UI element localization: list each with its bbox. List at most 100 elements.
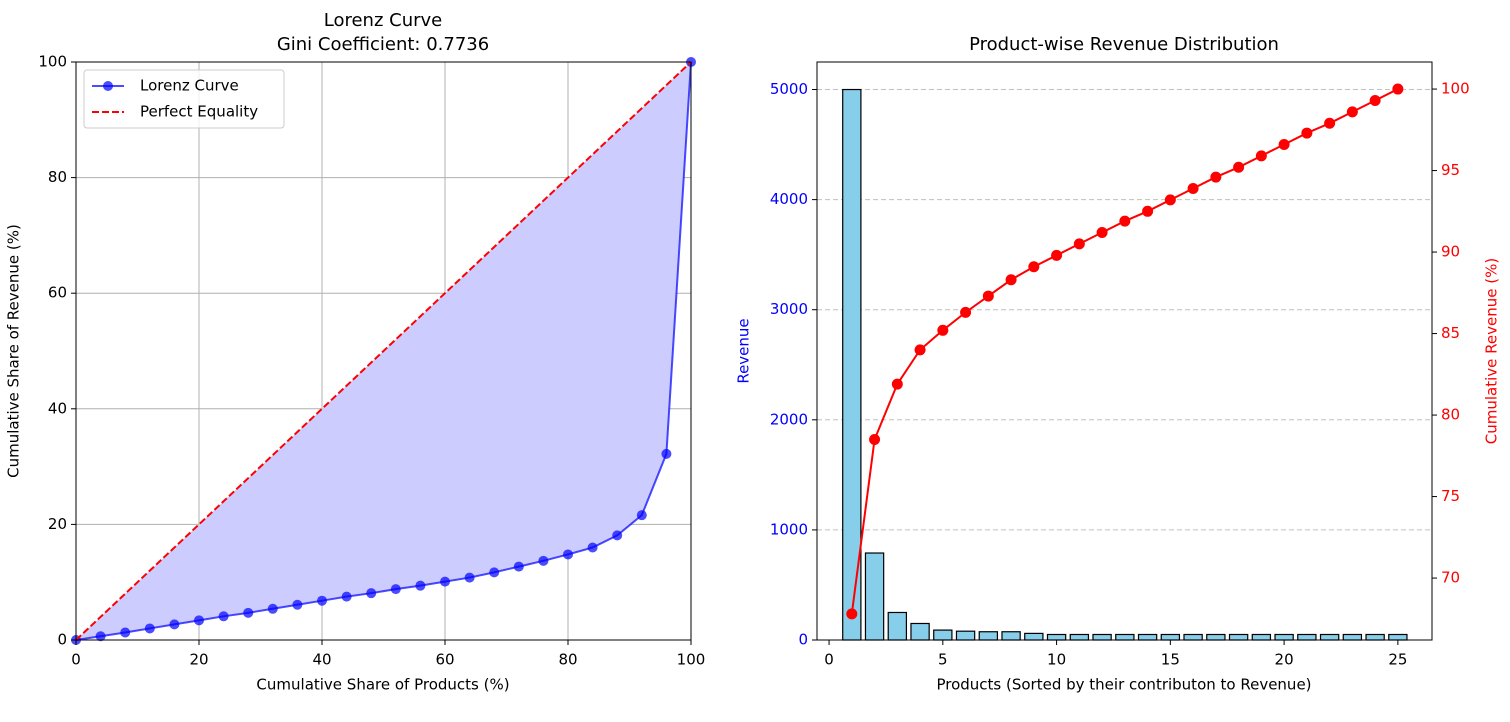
y-tick-label: 0	[798, 631, 808, 649]
y-tick-label: 100	[38, 53, 67, 71]
bar	[864, 552, 885, 641]
point	[341, 591, 352, 602]
x-axis-label: Products (Sorted by their contributon to…	[936, 676, 1311, 694]
point	[267, 603, 278, 614]
bar	[1274, 633, 1294, 641]
x-tick-label: 100	[677, 651, 706, 669]
bar	[1160, 633, 1181, 641]
bar	[1365, 633, 1385, 641]
x-tick-label: 25	[1388, 651, 1407, 669]
y2-tick-label: 85	[1441, 324, 1460, 342]
point	[914, 344, 926, 356]
bar	[933, 629, 953, 641]
point	[891, 378, 903, 390]
point	[489, 567, 500, 578]
x-tick-label: 5	[938, 651, 948, 669]
chart-subtitle: Gini Coefficient: 0.7736	[277, 34, 489, 55]
y-tick-label: 40	[48, 399, 67, 417]
bar	[1251, 633, 1272, 641]
point	[1210, 171, 1222, 183]
point	[982, 290, 994, 302]
y2-tick-label: 70	[1441, 569, 1460, 587]
point	[1369, 94, 1381, 106]
point	[869, 434, 881, 446]
series-line	[850, 88, 1399, 615]
bar	[887, 611, 908, 641]
bar	[1115, 633, 1135, 641]
x-tick-label: 80	[558, 651, 577, 669]
bar	[1228, 633, 1249, 641]
y-tick-label: 5000	[770, 80, 808, 98]
y-tick-label: 4000	[770, 190, 808, 208]
bar	[1092, 633, 1112, 641]
x-tick-label: 20	[1275, 651, 1294, 669]
point	[415, 580, 426, 591]
point	[513, 561, 524, 572]
point	[563, 549, 573, 560]
point	[846, 608, 858, 620]
y2-tick-label: 100	[1441, 80, 1470, 98]
bar	[1183, 633, 1203, 641]
point	[194, 615, 204, 626]
point	[636, 510, 647, 521]
point	[1164, 194, 1176, 206]
point	[120, 627, 131, 638]
bar	[910, 622, 930, 641]
point	[1233, 161, 1245, 173]
bar	[1206, 633, 1226, 641]
y2-tick-label: 95	[1441, 161, 1460, 179]
bar	[978, 631, 999, 641]
y2-axis-label: Cumulative Revenue (%)	[1483, 258, 1501, 444]
chart-title: Lorenz Curve	[324, 10, 443, 31]
point	[1051, 249, 1063, 261]
point	[440, 576, 450, 587]
y2-tick-label: 90	[1441, 243, 1460, 261]
x-tick-label: 0	[71, 651, 81, 669]
y2-tick-label: 80	[1441, 406, 1460, 424]
point	[1028, 261, 1040, 273]
point	[317, 595, 327, 606]
bar	[1069, 633, 1090, 641]
point	[169, 619, 180, 630]
bar	[1319, 633, 1340, 641]
point	[960, 306, 972, 318]
plot-frame	[816, 61, 1433, 641]
x-axis-label: Cumulative Share of Products (%)	[256, 676, 509, 694]
legend-box	[83, 69, 285, 129]
point	[1073, 238, 1085, 250]
point	[1324, 117, 1336, 129]
bar	[1024, 632, 1044, 641]
point	[937, 324, 949, 336]
point	[218, 611, 229, 622]
point	[1142, 205, 1154, 217]
x-tick-label: 15	[1161, 651, 1180, 669]
x-tick-label: 20	[189, 651, 208, 669]
y2-tick-label: 75	[1441, 487, 1460, 505]
series-line	[75, 61, 692, 641]
y-tick-label: 3000	[770, 300, 808, 318]
y-axis-label: Revenue	[735, 318, 753, 383]
y-tick-label: 0	[57, 631, 67, 649]
point	[1119, 215, 1131, 227]
legend-label: Perfect Equality	[140, 103, 258, 121]
bar	[1342, 633, 1363, 641]
x-tick-label: 10	[1047, 651, 1066, 669]
point	[95, 631, 106, 642]
y-tick-label: 80	[48, 168, 67, 186]
y-axis-label: Cumulative Share of Revenue (%)	[5, 224, 23, 478]
x-tick-label: 0	[824, 651, 834, 669]
point	[612, 530, 623, 541]
point	[1301, 127, 1313, 139]
point	[538, 555, 549, 566]
bar	[1297, 633, 1317, 641]
legend-label: Lorenz Curve	[140, 77, 239, 95]
point	[144, 623, 155, 634]
point	[292, 599, 303, 610]
point	[464, 572, 475, 583]
y-tick-label: 2000	[770, 410, 808, 428]
point	[1255, 150, 1267, 162]
point	[243, 607, 254, 618]
point	[1096, 226, 1108, 238]
point	[1005, 274, 1017, 286]
